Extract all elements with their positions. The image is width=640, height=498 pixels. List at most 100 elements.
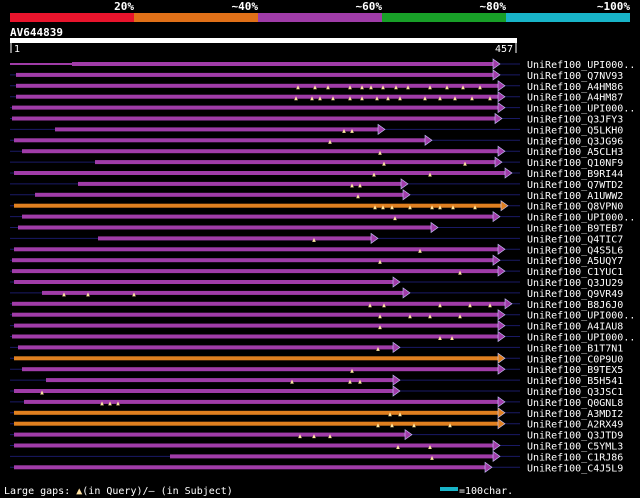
hit-label[interactable]: UniRef100_Q7WTD2 (527, 180, 623, 191)
hit-label[interactable]: UniRef100_Q3JTD9 (527, 431, 623, 442)
hit-row[interactable]: UniRef100_A1UWW2 (10, 189, 623, 202)
hit-label[interactable]: UniRef100_A4HM86 (527, 82, 623, 93)
gap-triangle-icon (428, 445, 432, 449)
hit-label[interactable]: UniRef100_A1UWW2 (527, 191, 623, 202)
hit-label[interactable]: UniRef100_UPI000.. (527, 104, 635, 115)
gaps-legend: Large gaps: ▲(in Query)/— (in Subject) (4, 486, 233, 497)
hit-label[interactable]: UniRef100_B8J6J0 (527, 300, 623, 311)
hit-label[interactable]: UniRef100_A5UQY7 (527, 256, 623, 267)
hit-row[interactable]: UniRef100_B5H541 (10, 374, 623, 387)
hit-label[interactable]: UniRef100_Q3JFY3 (527, 115, 623, 126)
hit-row[interactable]: UniRef100_Q9VR49 (10, 287, 623, 300)
hit-row[interactable]: UniRef100_A3MDI2 (10, 407, 623, 420)
hit-row[interactable]: UniRef100_C1RJ86 (10, 450, 623, 463)
hit-row[interactable]: UniRef100_UPI000.. (10, 58, 635, 71)
hit-label[interactable]: UniRef100_A2RX49 (527, 420, 623, 431)
gap-triangle-icon (294, 96, 298, 101)
hit-arrow-icon (392, 276, 401, 288)
hit-row[interactable]: UniRef100_B9TEB7 (10, 221, 623, 235)
hit-row[interactable]: UniRef100_Q7NV93 (10, 69, 623, 82)
hit-label[interactable]: UniRef100_Q0GNL8 (527, 398, 623, 409)
gap-triangle-icon (428, 85, 432, 90)
hit-label[interactable]: UniRef100_UPI000.. (527, 311, 635, 322)
hit-row[interactable]: UniRef100_Q3JSC1 (10, 385, 623, 398)
hit-row[interactable]: UniRef100_Q10NF9 (10, 156, 623, 169)
hit-row[interactable]: UniRef100_UPI000.. (10, 309, 635, 322)
hit-label[interactable]: UniRef100_A4IAU8 (527, 322, 623, 333)
hit-row[interactable]: UniRef100_A4HM86 (10, 80, 623, 93)
hit-label[interactable]: UniRef100_B9TEB7 (527, 224, 623, 235)
hit-label[interactable]: UniRef100_A4HM87 (527, 93, 623, 104)
hit-row[interactable]: UniRef100_Q0GNL8 (10, 396, 623, 409)
hit-label[interactable]: UniRef100_Q9VR49 (527, 289, 623, 300)
hit-label[interactable]: UniRef100_B5H541 (527, 376, 623, 387)
hit-row[interactable]: UniRef100_C4J5L9 (10, 461, 623, 474)
hit-bar (95, 160, 496, 165)
hit-label[interactable]: UniRef100_C5YML3 (527, 442, 623, 453)
hit-label[interactable]: UniRef100_Q8VPN0 (527, 202, 623, 213)
hit-row[interactable]: UniRef100_A5UQY7 (10, 254, 623, 267)
hit-label[interactable]: UniRef100_Q3JSC1 (527, 387, 623, 398)
hit-label[interactable]: UniRef100_B9RI44 (527, 169, 623, 180)
hit-row[interactable]: UniRef100_A5CLH3 (10, 145, 623, 158)
hit-label[interactable]: UniRef100_B9TEX5 (527, 365, 623, 376)
hit-row[interactable]: UniRef100_A4IAU8 (10, 320, 623, 333)
hit-row[interactable]: UniRef100_C5YML3 (10, 439, 623, 453)
hit-label[interactable]: UniRef100_Q5LKH0 (527, 125, 623, 136)
hit-arrow-icon (492, 254, 501, 266)
hit-label[interactable]: UniRef100_A3MDI2 (527, 409, 623, 420)
scale-label-100: ~100% (597, 0, 630, 13)
gap-triangle-icon (390, 423, 394, 428)
hit-row[interactable]: UniRef100_A2RX49 (10, 418, 623, 431)
hit-label[interactable]: UniRef100_Q4TIC7 (527, 234, 623, 245)
hit-row[interactable]: UniRef100_Q3JTD9 (10, 429, 623, 442)
hit-row[interactable]: UniRef100_A4HM87 (10, 91, 623, 104)
hit-row[interactable]: UniRef100_B9RI44 (10, 167, 623, 180)
hit-row[interactable]: UniRef100_C1YUC1 (10, 265, 623, 278)
gap-triangle-icon (348, 96, 352, 101)
hit-arrow-icon (492, 450, 501, 462)
hit-row[interactable]: UniRef100_Q7WTD2 (10, 178, 623, 191)
hit-row[interactable]: UniRef100_UPI000.. (10, 211, 635, 224)
hit-arrow-icon (392, 341, 401, 353)
gap-triangle-icon (468, 303, 472, 308)
hit-arrow-icon (504, 298, 513, 310)
hit-row[interactable]: UniRef100_Q3JG96 (10, 134, 623, 147)
hit-row[interactable]: UniRef100_B8J6J0 (10, 298, 623, 311)
hit-row[interactable]: UniRef100_Q5LKH0 (10, 123, 623, 136)
hit-label[interactable]: UniRef100_C0P9U0 (527, 354, 623, 365)
hit-label[interactable]: UniRef100_A5CLH3 (527, 147, 623, 158)
hit-row[interactable]: UniRef100_B9TEX5 (10, 363, 623, 376)
gap-triangle-icon (488, 96, 492, 101)
gap-triangle-icon (328, 139, 332, 144)
hit-row[interactable]: UniRef100_C0P9U0 (10, 352, 623, 365)
hit-label[interactable]: UniRef100_Q7NV93 (527, 71, 623, 82)
hit-bar (12, 269, 499, 274)
hit-bar (14, 432, 406, 437)
hit-label[interactable]: UniRef100_Q3JU29 (527, 278, 623, 289)
hit-label[interactable]: UniRef100_C1YUC1 (527, 267, 623, 278)
hit-label[interactable]: UniRef100_Q3JG96 (527, 136, 623, 147)
hit-row[interactable]: UniRef100_Q8VPN0 (10, 200, 623, 213)
hit-row[interactable]: UniRef100_UPI000.. (10, 330, 635, 344)
hit-row[interactable]: UniRef100_Q3JFY3 (10, 112, 623, 126)
hit-label[interactable]: UniRef100_UPI000.. (527, 60, 635, 71)
hit-row[interactable]: UniRef100_Q3JU29 (10, 276, 623, 289)
hit-row[interactable]: UniRef100_Q4TIC7 (10, 232, 623, 245)
gap-triangle-icon (100, 401, 104, 406)
hit-label[interactable]: UniRef100_UPI000.. (527, 213, 635, 224)
gap-triangle-icon (350, 368, 354, 373)
hit-row[interactable]: UniRef100_Q4S5L6 (10, 243, 623, 256)
gap-triangle-icon (378, 314, 382, 319)
hit-row[interactable]: UniRef100_B1T7N1 (10, 341, 623, 354)
hit-label[interactable]: UniRef100_Q4S5L6 (527, 245, 623, 256)
hit-label[interactable]: UniRef100_B1T7N1 (527, 343, 623, 354)
hit-label[interactable]: UniRef100_UPI000.. (527, 333, 635, 344)
gap-triangle-icon (358, 379, 362, 384)
gap-triangle-icon (381, 85, 385, 90)
hit-label[interactable]: UniRef100_C4J5L9 (527, 463, 623, 474)
scale-legend-bar (440, 487, 458, 491)
hit-label[interactable]: UniRef100_Q10NF9 (527, 158, 623, 169)
hit-label[interactable]: UniRef100_C1RJ86 (527, 452, 623, 463)
hit-row[interactable]: UniRef100_UPI000.. (10, 102, 635, 115)
